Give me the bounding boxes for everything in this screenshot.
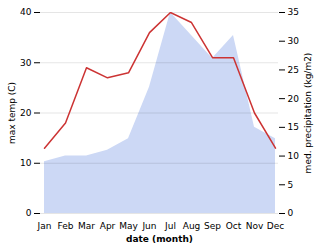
svg-text:Dec: Dec [267, 221, 284, 231]
svg-text:Jan: Jan [37, 221, 52, 231]
svg-text:30: 30 [20, 58, 32, 68]
svg-text:Apr: Apr [100, 221, 116, 231]
svg-text:Oct: Oct [226, 221, 242, 231]
svg-text:med. precipitation (kg/m2): med. precipitation (kg/m2) [303, 53, 313, 174]
svg-text:date (month): date (month) [126, 234, 193, 244]
svg-text:Feb: Feb [58, 221, 74, 231]
svg-text:10: 10 [20, 158, 32, 168]
svg-text:30: 30 [288, 36, 300, 46]
svg-text:Aug: Aug [183, 221, 201, 231]
svg-text:Jun: Jun [141, 221, 156, 231]
svg-text:20: 20 [20, 108, 32, 118]
svg-text:0: 0 [288, 208, 294, 218]
svg-text:Sep: Sep [204, 221, 221, 231]
svg-text:0: 0 [26, 208, 32, 218]
svg-text:Nov: Nov [246, 221, 264, 231]
svg-text:max temp (C): max temp (C) [7, 82, 17, 144]
svg-text:20: 20 [288, 94, 300, 104]
svg-text:15: 15 [288, 122, 299, 132]
svg-text:Jul: Jul [164, 221, 176, 231]
svg-text:35: 35 [288, 7, 299, 17]
svg-text:40: 40 [20, 7, 32, 17]
svg-text:5: 5 [288, 180, 294, 190]
svg-text:10: 10 [288, 151, 300, 161]
svg-text:May: May [119, 221, 138, 231]
svg-text:Mar: Mar [78, 221, 95, 231]
svg-text:25: 25 [288, 65, 299, 75]
